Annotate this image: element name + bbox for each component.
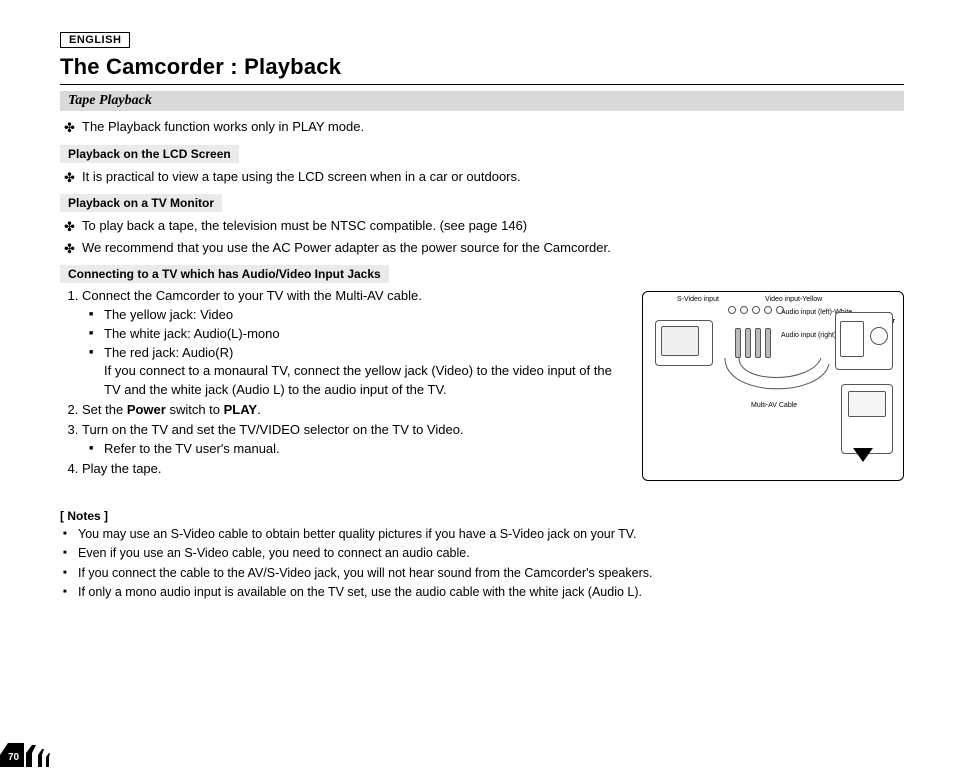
diagram-svideo-label: S-Video input xyxy=(677,296,719,303)
tv-bullet-1: To play back a tape, the television must… xyxy=(82,216,904,236)
diagram-tv-screen xyxy=(661,326,699,356)
step-2-pre: Set the xyxy=(82,402,127,417)
step-2-bold1: Power xyxy=(127,402,166,417)
diagram-camcorder-icon xyxy=(835,312,893,370)
page-number-badge: 70 xyxy=(0,743,54,767)
note-3: If you connect the cable to the AV/S-Vid… xyxy=(78,564,904,583)
subheading-lcd: Playback on the LCD Screen xyxy=(60,145,239,163)
jack-icon xyxy=(776,306,784,314)
language-badge: ENGLISH xyxy=(60,32,130,48)
jack-icon xyxy=(728,306,736,314)
diagram-cable-line xyxy=(721,354,831,402)
subheading-tv: Playback on a TV Monitor xyxy=(60,194,222,212)
step-3: Turn on the TV and set the TV/VIDEO sele… xyxy=(82,421,624,459)
down-arrow-icon xyxy=(853,448,873,462)
section-header: Tape Playback xyxy=(60,91,904,111)
tv-bullet-2: We recommend that you use the AC Power a… xyxy=(82,238,904,258)
note-1: You may use an S-Video cable to obtain b… xyxy=(78,525,904,544)
step-1-sub-3: The red jack: Audio(R) If you connect to… xyxy=(104,344,624,401)
step-3-sub: Refer to the TV user's manual. xyxy=(104,440,624,459)
subheading-connecting: Connecting to a TV which has Audio/Video… xyxy=(60,265,389,283)
step-1-sub-2: The white jack: Audio(L)-mono xyxy=(104,325,624,344)
step-1: Connect the Camcorder to your TV with th… xyxy=(82,287,624,400)
note-4: If only a mono audio input is available … xyxy=(78,583,904,602)
jack-icon xyxy=(740,306,748,314)
diagram-tv-icon xyxy=(655,320,713,366)
jack-icon xyxy=(764,306,772,314)
step-3-text: Turn on the TV and set the TV/VIDEO sele… xyxy=(82,422,464,437)
diagram-jacks xyxy=(721,306,791,314)
step-1-extra: If you connect to a monaural TV, connect… xyxy=(104,363,612,397)
notes-list: You may use an S-Video cable to obtain b… xyxy=(60,525,904,603)
step-1-text: Connect the Camcorder to your TV with th… xyxy=(82,288,422,303)
lens-icon xyxy=(870,327,888,345)
steps-list: Connect the Camcorder to your TV with th… xyxy=(60,287,624,478)
page-number: 70 xyxy=(8,752,19,763)
note-2: Even if you use an S-Video cable, you ne… xyxy=(78,544,904,563)
intro-bullet: The Playback function works only in PLAY… xyxy=(82,117,904,137)
notes-heading: [ Notes ] xyxy=(60,509,904,523)
step-2-bold2: PLAY xyxy=(224,402,257,417)
diagram-cable-label: Multi-AV Cable xyxy=(751,402,797,409)
step-2-post: . xyxy=(257,402,261,417)
connection-diagram: S-Video input Video input-Yellow Audio i… xyxy=(642,291,904,481)
step-2: Set the Power switch to PLAY. xyxy=(82,401,624,420)
diagram-video-label: Video input-Yellow xyxy=(765,296,822,303)
diagram-camcorder-open-icon xyxy=(841,384,893,454)
step-2-mid: switch to xyxy=(166,402,224,417)
step-1-sub-1: The yellow jack: Video xyxy=(104,306,624,325)
lcd-bullet: It is practical to view a tape using the… xyxy=(82,167,904,187)
page-title: The Camcorder : Playback xyxy=(60,54,904,85)
step-4: Play the tape. xyxy=(82,460,624,479)
camcorder-panel xyxy=(848,391,886,417)
camcorder-body xyxy=(840,321,864,357)
step-1-sub-3-text: The red jack: Audio(R) xyxy=(104,345,233,360)
jack-icon xyxy=(752,306,760,314)
